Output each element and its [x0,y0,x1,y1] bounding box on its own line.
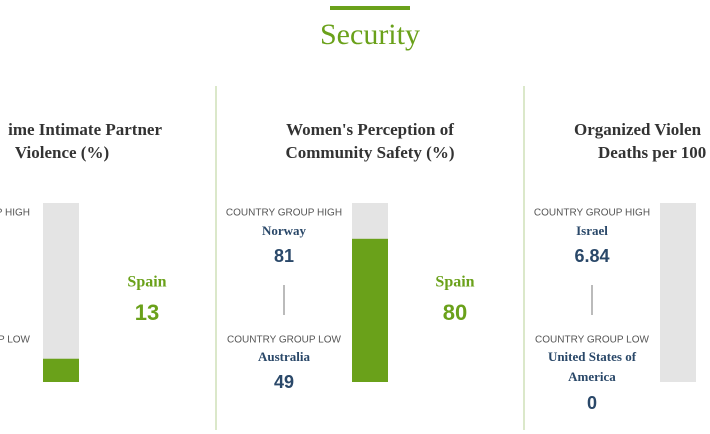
low-country: Australia [258,349,311,364]
low-value: 49 [274,372,294,392]
country-name: Spain [127,274,166,291]
high-country: Norway [262,223,307,238]
low-label: P LOW [0,335,31,346]
panel-title: Violence (%) [15,143,109,162]
panel-title: ime Intimate Partner [8,120,162,139]
bar [352,238,388,382]
high-label: P HIGH [0,208,30,219]
low-label: COUNTRY GROUP LOW [227,335,341,346]
low-country: America [568,369,616,384]
bar [43,358,79,382]
bar-track [660,203,696,382]
high-value: 6.84 [574,246,609,266]
country-value: 80 [443,300,467,325]
title-accent [330,6,410,10]
country-value: 13 [135,300,159,325]
high-value: 81 [274,246,294,266]
panel-title: Organized Violen [574,120,702,139]
panel-title: Women's Perception of [286,120,454,139]
high-label: COUNTRY GROUP HIGH [534,208,650,219]
panel-title: Community Safety (%) [285,143,454,162]
high-country: Israel [576,223,608,238]
low-value: 0 [587,393,597,413]
country-name: Spain [435,274,474,291]
low-country: United States of [548,349,637,364]
bar-track [43,203,79,382]
low-label: COUNTRY GROUP LOW [535,335,649,346]
section-title: Security [320,18,420,51]
panel-title: Deaths per 100 [598,143,706,162]
high-label: COUNTRY GROUP HIGH [226,208,342,219]
